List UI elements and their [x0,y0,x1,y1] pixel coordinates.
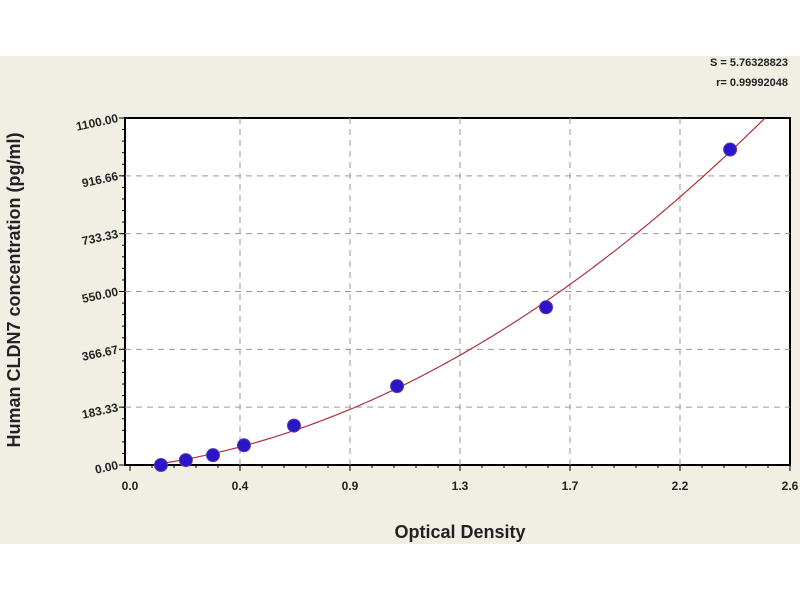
annotation-r: r= 0.99992048 [716,77,788,89]
data-point [286,418,301,433]
y-tick-label: 916.66 [81,169,120,190]
annotation-s: S = 5.76328823 [710,57,788,69]
data-point [723,142,738,157]
x-tick-label: 0.9 [342,479,359,493]
data-point [236,438,251,453]
y-tick-label: 0.00 [94,458,120,477]
x-tick-label: 2.6 [782,479,799,493]
y-tick-label: 183.33 [81,400,120,421]
fit-curve [155,117,766,465]
y-tick-label: 366.67 [81,342,120,363]
x-tick-label: 0.4 [232,479,249,493]
data-points [153,142,738,472]
y-axis-label: Human CLDN7 concentration (pg/ml) [4,132,24,447]
data-point [206,448,221,463]
data-point [390,379,405,394]
y-tick-label: 550.00 [81,285,120,306]
grid-lines [125,118,790,465]
y-tick-label: 1100.00 [75,111,120,134]
x-tick-label: 1.3 [452,479,469,493]
data-point [539,300,554,315]
data-point [153,458,168,472]
x-tick-label: 2.2 [672,479,689,493]
x-tick-label: 1.7 [562,479,579,493]
y-tick-label: 733.33 [81,227,120,248]
x-tick-label: 0.0 [122,479,139,493]
x-axis-label: Optical Density [394,522,525,542]
data-point [178,453,193,468]
